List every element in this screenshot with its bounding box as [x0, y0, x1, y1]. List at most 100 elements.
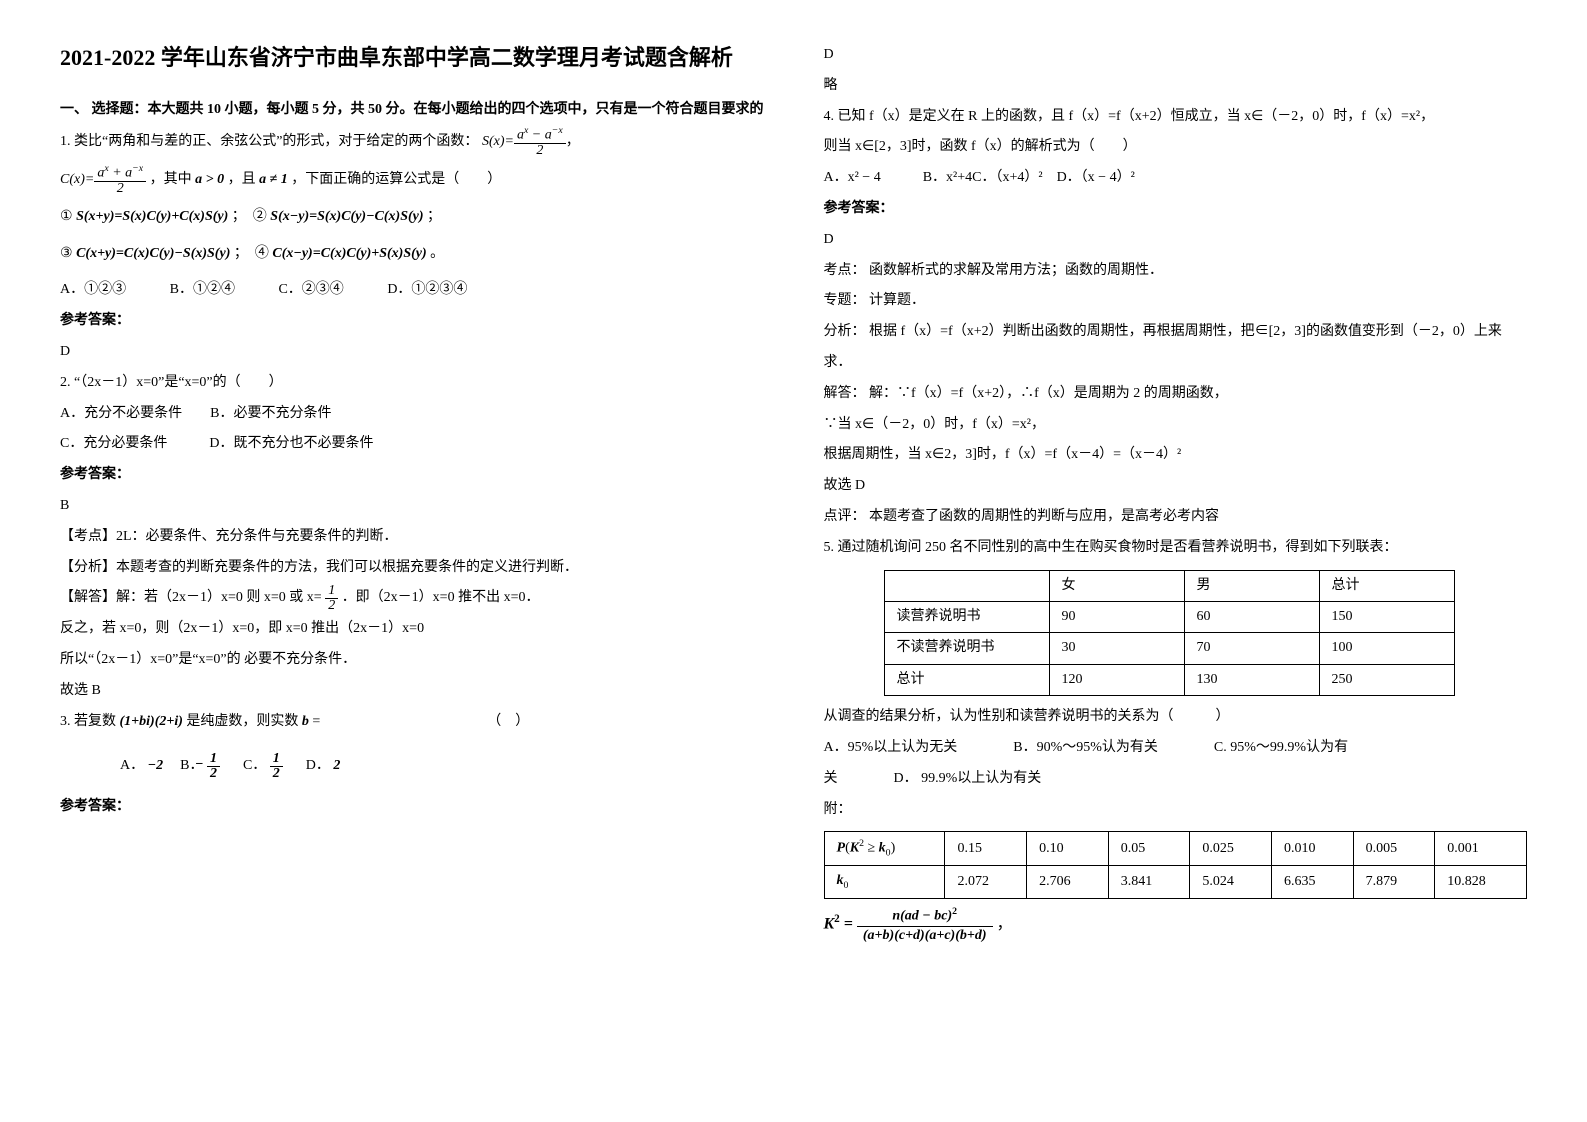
- q2-stem: 2. “（2x－1）x=0”是“x=0”的（ ）: [60, 368, 764, 399]
- table-row: 女 男 总计: [884, 570, 1454, 601]
- q1-optC: C．②③④: [278, 275, 343, 306]
- q1-block: 1. 类比“两角和与差的正、余弦公式”的形式，对于给定的两个函数： S(x)=a…: [60, 126, 764, 158]
- q4-exp-p7: 故选 D: [824, 471, 1528, 502]
- q1-intro-b: ，其中: [150, 172, 192, 187]
- q1-line2: C(x)=ax + a−x2 ，其中 a > 0 ，且 a ≠ 1 ，下面正确的…: [60, 164, 764, 196]
- q1-formulas-12: ① S(x+y)=S(x)C(y)+C(x)S(y) ； ② S(x−y)=S(…: [60, 202, 764, 233]
- q2-exp-p5: 所以“（2x－1）x=0”是“x=0”的 必要不充分条件．: [60, 645, 764, 676]
- q3-optA-pre: A．: [120, 758, 144, 773]
- q1-optA: A．①②③: [60, 275, 126, 306]
- q2-optA: A．充分不必要条件 B．必要不充分条件: [60, 399, 764, 430]
- q1-f1-post: ； ②: [232, 209, 267, 224]
- cell: 60: [1184, 601, 1319, 632]
- t1-h1: 女: [1049, 570, 1184, 601]
- cell: 总计: [884, 664, 1049, 695]
- cell: 250: [1319, 664, 1454, 695]
- table-row: 总计 120 130 250: [884, 664, 1454, 695]
- q2-exp-p4: 反之，若 x=0，则（2x－1）x=0，即 x=0 推出（2x－1）x=0: [60, 614, 764, 645]
- table-row: P(K2 ≥ k0) 0.15 0.10 0.05 0.025 0.010 0.…: [824, 832, 1527, 866]
- half-fraction: 12: [325, 584, 338, 613]
- cell: 0.05: [1108, 832, 1190, 866]
- q4-exp-p5: ∵当 x∈（－2，0）时，f（x）=x²，: [824, 410, 1528, 441]
- cell: 2.072: [945, 866, 1027, 898]
- table-row: k0 2.072 2.706 3.841 5.024 6.635 7.879 1…: [824, 866, 1527, 898]
- q1-cond-a: a > 0: [195, 172, 224, 187]
- q1-f1: S(x+y)=S(x)C(y)+C(x)S(y): [76, 209, 228, 224]
- q3-optB-frac: − 12: [207, 752, 220, 781]
- q1-f3-pre: ③: [60, 246, 73, 261]
- cell: 10.828: [1435, 866, 1527, 898]
- q3-exp: 略: [824, 71, 1528, 102]
- table-row: 读营养说明书 90 60 150: [884, 601, 1454, 632]
- q3-optA-val: −2: [148, 758, 163, 773]
- table-row: 不读营养说明书 30 70 100: [884, 633, 1454, 664]
- q3-stem-b: 是纯虚数，则实数: [186, 714, 298, 729]
- page: 2021-2022 学年山东省济宁市曲阜东部中学高二数学理月考试题含解析 一、 …: [0, 0, 1587, 985]
- right-column: D 略 4. 已知 f（x）是定义在 R 上的函数，且 f（x）=f（x+2）恒…: [824, 40, 1528, 945]
- cell: 150: [1319, 601, 1454, 632]
- q1-optB: B．①②④: [170, 275, 235, 306]
- q1-answer: D: [60, 337, 764, 368]
- q3-var: b: [302, 714, 309, 729]
- cell: 0.10: [1027, 832, 1109, 866]
- q3-answer: D: [824, 40, 1528, 71]
- q1-f2-post: ；: [427, 209, 441, 224]
- q5-table1: 女 男 总计 读营养说明书 90 60 150 不读营养说明书 30 70 10…: [884, 570, 1455, 697]
- q1-options: A．①②③ B．①②④ C．②③④ D．①②③④: [60, 275, 764, 306]
- q5-optline2: 关 D． 99.9%以上认为有关: [824, 764, 1528, 795]
- q3-optD-pre: D．: [306, 758, 330, 773]
- q2-optB: C．充分必要条件 D．既不充分也不必要条件: [60, 429, 764, 460]
- cell: 不读营养说明书: [884, 633, 1049, 664]
- q3-paren: （ ）: [487, 714, 529, 729]
- cell: 5.024: [1190, 866, 1272, 898]
- q2-exp-p3b: ．即（2x－1）x=0 推不出 x=0．: [342, 590, 540, 605]
- answer-label: 参考答案：: [60, 792, 764, 823]
- q1-f3: C(x+y)=C(x)C(y)−S(x)S(y): [76, 246, 230, 261]
- q4-exp-p4: 解答： 解：∵f（x）=f（x+2），∴f（x）是周期为 2 的周期函数，: [824, 379, 1528, 410]
- q1-intro-d: ，下面正确的运算公式是（ ）: [291, 172, 501, 187]
- q2-exp-p3: 【解答】解：若（2x－1）x=0 则 x=0 或 x= 12 ．即（2x－1）x…: [60, 583, 764, 614]
- q3-stem-a: 3. 若复数: [60, 714, 116, 729]
- cell: 120: [1049, 664, 1184, 695]
- q1-f2: S(x−y)=S(x)C(y)−C(x)S(y): [270, 209, 423, 224]
- answer-label: 参考答案：: [824, 194, 1528, 225]
- q3-stem: 3. 若复数 (1+bi)(2+i) 是纯虚数，则实数 b = （ ）: [60, 707, 764, 738]
- q4-exp-p6: 根据周期性，当 x∈2，3]时，f（x）=f（x－4）=（x－4）²: [824, 440, 1528, 471]
- q4-opts: A．x² − 4 B．x²+4C．（x+4）² D．（x − 4）²: [824, 163, 1528, 194]
- q5-stem: 5. 通过随机询问 250 名不同性别的高中生在购买食物时是否看营养说明书，得到…: [824, 533, 1528, 564]
- q1-intro-a: 1. 类比“两角和与差的正、余弦公式”的形式，对于给定的两个函数：: [60, 134, 478, 149]
- cell: 7.879: [1353, 866, 1435, 898]
- document-title: 2021-2022 学年山东省济宁市曲阜东部中学高二数学理月考试题含解析: [60, 40, 764, 75]
- q4-exp-p3: 分析： 根据 f（x）=f（x+2）判断出函数的周期性，再根据周期性，把∈[2，…: [824, 317, 1528, 379]
- q1-sx-formula: S(x)=ax − a−x2: [482, 126, 566, 158]
- q2-exp-p6: 故选 B: [60, 676, 764, 707]
- q1-optD: D．①②③④: [387, 275, 467, 306]
- section-header: 一、 选择题：本大题共 10 小题，每小题 5 分，共 50 分。在每小题给出的…: [60, 95, 764, 126]
- cell: 100: [1319, 633, 1454, 664]
- q1-cond-b: a ≠ 1: [259, 172, 288, 187]
- left-column: 2021-2022 学年山东省济宁市曲阜东部中学高二数学理月考试题含解析 一、 …: [60, 40, 764, 945]
- cell: 30: [1049, 633, 1184, 664]
- cell: 0.025: [1190, 832, 1272, 866]
- q5-table2: P(K2 ≥ k0) 0.15 0.10 0.05 0.025 0.010 0.…: [824, 831, 1528, 899]
- q1-f4-post: 。: [430, 246, 444, 261]
- q3-optC-frac: 12: [270, 752, 283, 781]
- q5-formula-suffix: ，: [997, 915, 1013, 932]
- q1-formulas-34: ③ C(x+y)=C(x)C(y)−S(x)S(y) ； ④ C(x−y)=C(…: [60, 239, 764, 270]
- cell: 0.010: [1271, 832, 1353, 866]
- q4-exp-p2: 专题： 计算题．: [824, 286, 1528, 317]
- q5-optline1: A．95%以上认为无关 B．90%～95%认为有关 C. 95%～99.9%认为…: [824, 733, 1528, 764]
- t1-h3: 总计: [1319, 570, 1454, 601]
- cell: 2.706: [1027, 866, 1109, 898]
- q3-optC-pre: C．: [243, 758, 266, 773]
- q3-optD-val: 2: [333, 758, 340, 773]
- t2-r2-label: k0: [824, 866, 945, 898]
- cell: 0.001: [1435, 832, 1527, 866]
- cell: 90: [1049, 601, 1184, 632]
- cell: 130: [1184, 664, 1319, 695]
- q1-f1-pre: ①: [60, 209, 73, 224]
- cell: 0.005: [1353, 832, 1435, 866]
- q3-stem-c: =: [312, 714, 320, 729]
- q4-stem1: 4. 已知 f（x）是定义在 R 上的函数，且 f（x）=f（x+2）恒成立，当…: [824, 102, 1528, 133]
- q4-exp-p8: 点评： 本题考查了函数的周期性的判断与应用，是高考必考内容: [824, 502, 1528, 533]
